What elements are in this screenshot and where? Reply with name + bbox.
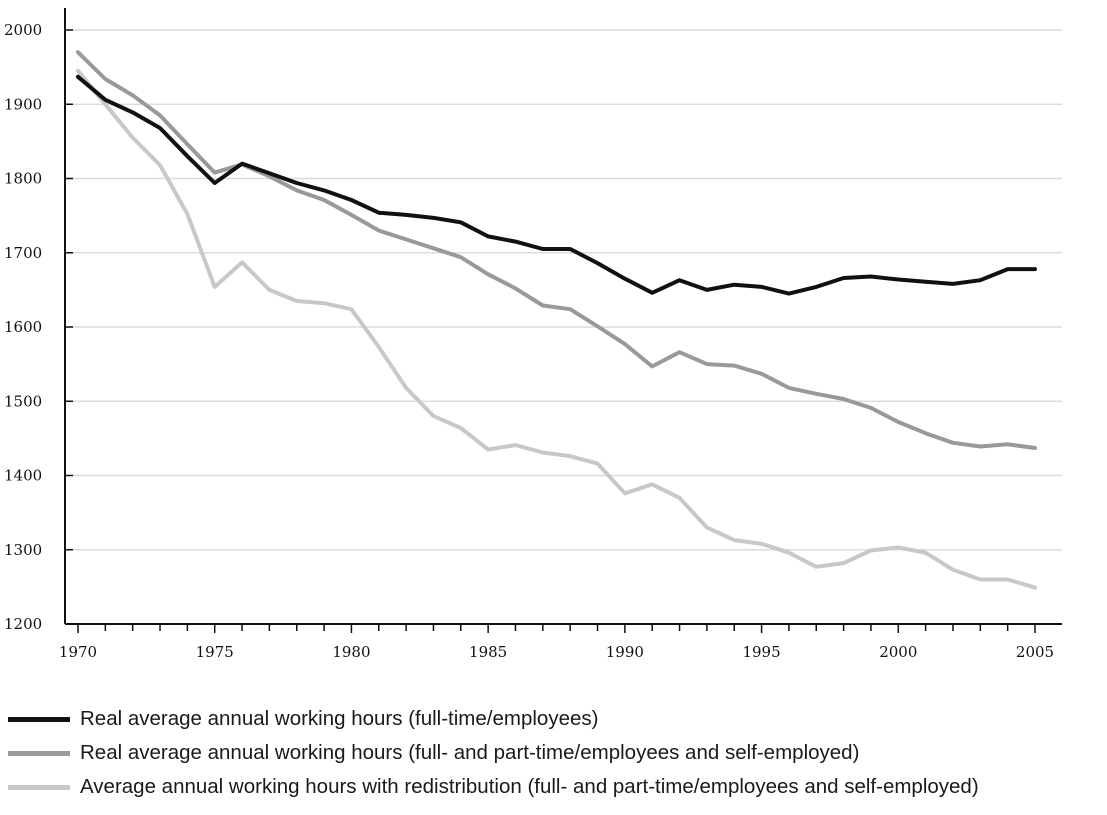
x-tick-label-2000: 2000 [879, 643, 917, 661]
legend-swatch-series-3 [8, 785, 70, 790]
legend-label-series-3: Average annual working hours with redist… [80, 775, 979, 798]
legend-swatch-series-2 [8, 751, 70, 756]
x-tick-label-1970: 1970 [59, 643, 97, 661]
y-tick-label-1600: 1600 [4, 318, 42, 336]
series-lines [76, 50, 1037, 590]
x-axis-ticks: 1970 1975 1980 1985 1990 1995 2000 2005 [59, 624, 1054, 661]
x-tick-label-2005: 2005 [1016, 643, 1054, 661]
legend-label-series-1: Real average annual working hours (full-… [80, 707, 599, 730]
x-tick-label-1980: 1980 [332, 643, 370, 661]
gridlines [65, 29, 1062, 551]
y-axis-ticks: 1200 1300 1400 1500 1600 1700 1800 1900 2000 [4, 21, 73, 633]
y-tick-label-1200: 1200 [4, 615, 42, 633]
series-line-3 [76, 68, 1037, 590]
x-tick-label-1985: 1985 [469, 643, 507, 661]
legend-swatch-series-1 [8, 717, 70, 722]
y-tick-label-1700: 1700 [4, 244, 42, 262]
x-tick-label-1995: 1995 [742, 643, 780, 661]
y-tick-label-1300: 1300 [4, 541, 42, 559]
y-tick-label-1800: 1800 [4, 170, 42, 188]
series-line-1 [76, 74, 1037, 296]
y-tick-label-1500: 1500 [4, 392, 42, 410]
x-tick-label-1990: 1990 [606, 643, 644, 661]
legend-label-series-2: Real average annual working hours (full-… [80, 741, 860, 764]
y-tick-label-2000: 2000 [4, 21, 42, 39]
x-tick-label-1975: 1975 [196, 643, 234, 661]
axes [64, 8, 1062, 625]
line-chart: 1200 1300 1400 1500 1600 1700 1800 1900 2000 197… [4, 8, 1062, 661]
y-tick-label-1900: 1900 [4, 95, 42, 113]
y-tick-label-1400: 1400 [4, 467, 42, 485]
